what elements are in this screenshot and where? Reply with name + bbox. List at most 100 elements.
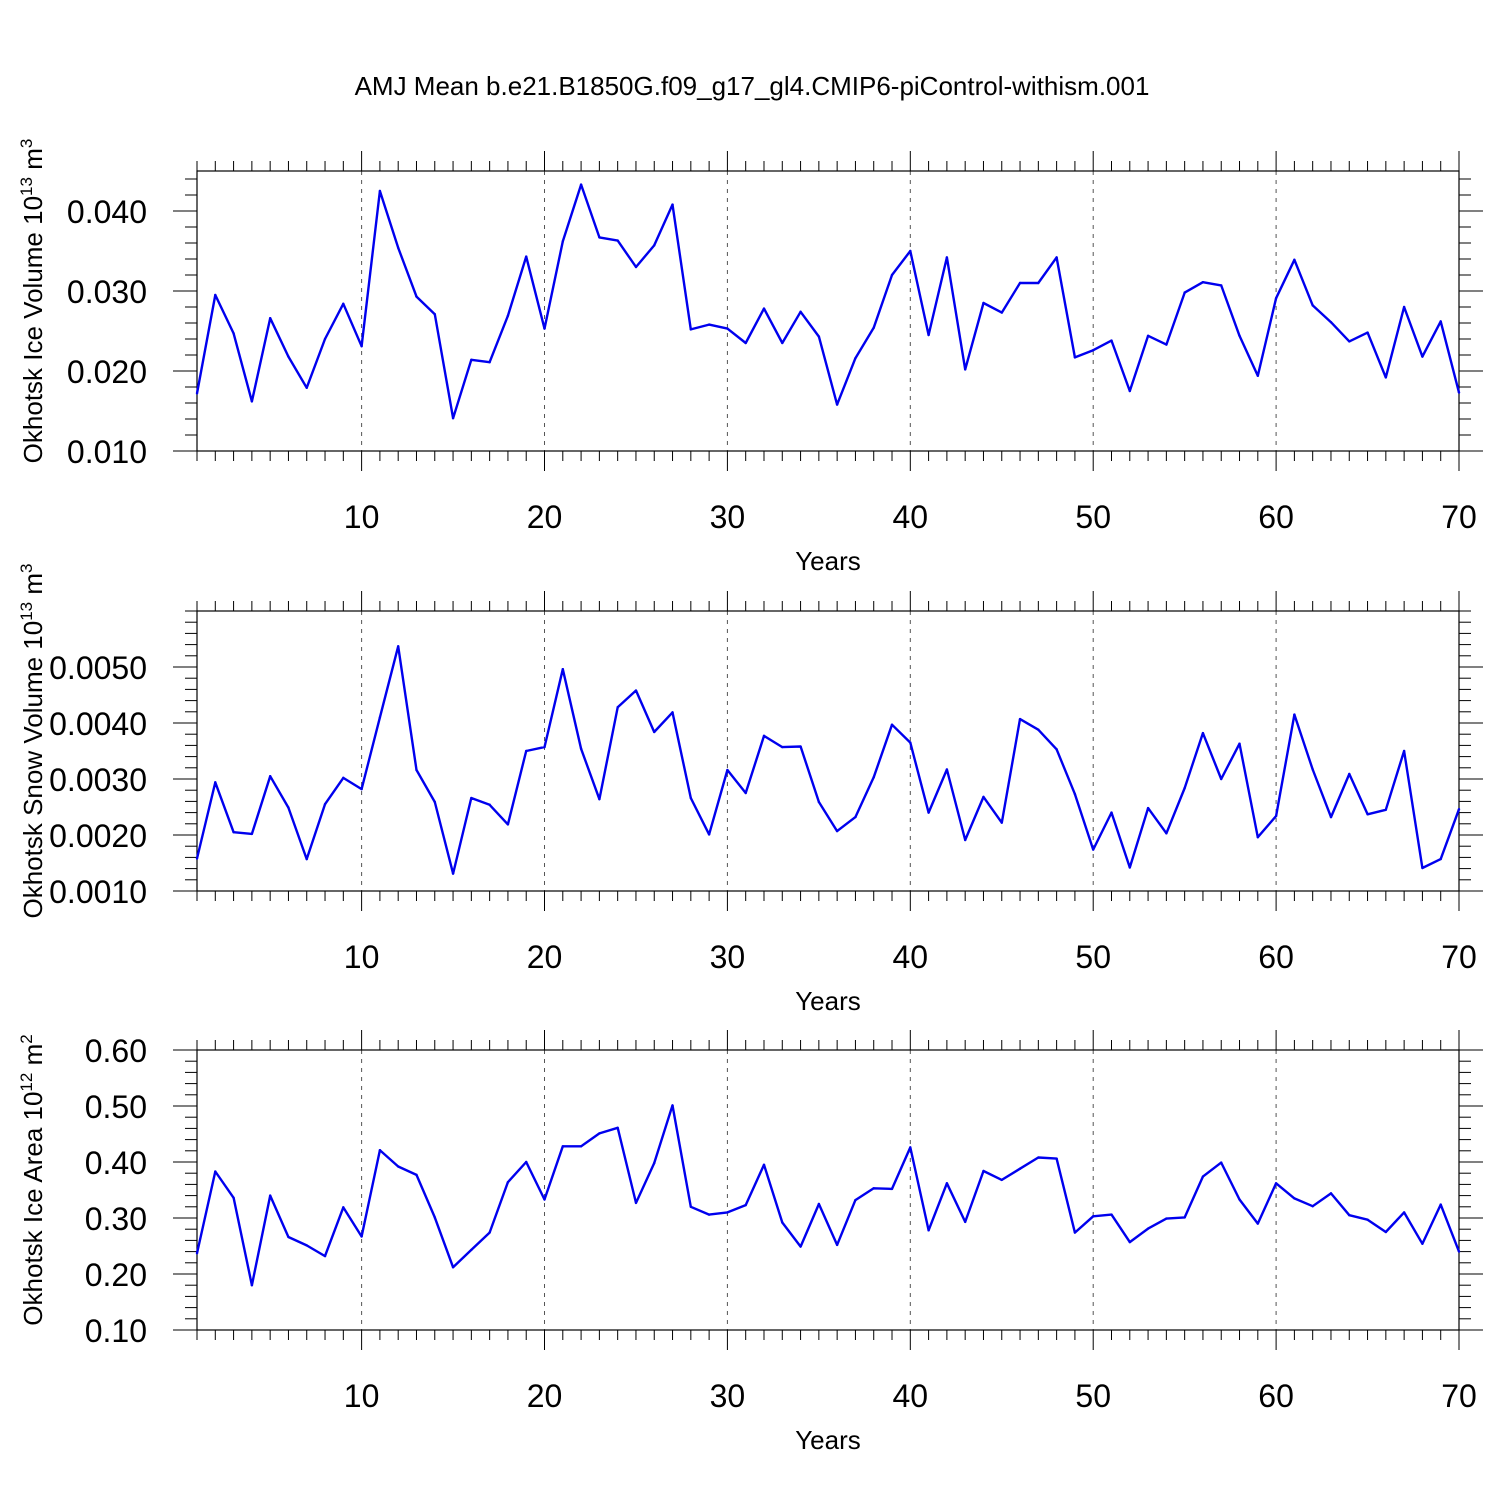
- data-point-18: [506, 314, 510, 317]
- data-point-24: [616, 1126, 619, 1130]
- data-point-2: [214, 1170, 217, 1173]
- y-tick-label-4: 0.0050: [49, 650, 147, 686]
- panels: 0.010 0.020 0.030 0.040 10 20 30 40 50 60 70 Years O…: [17, 139, 1483, 1455]
- data-point-60: [1274, 297, 1278, 300]
- data-point-66: [1384, 1230, 1388, 1234]
- x-tick-label-60: 60: [1258, 939, 1294, 975]
- y-tick-label-3: 0.040: [67, 194, 147, 230]
- data-point-13: [415, 1173, 418, 1177]
- data-point-54: [1165, 1217, 1168, 1220]
- data-point-68: [1421, 866, 1424, 870]
- data-point-20: [543, 745, 546, 749]
- data-point-16: [470, 796, 473, 800]
- data-point-6: [287, 1235, 290, 1239]
- data-point-43: [963, 838, 967, 842]
- data-point-65: [1366, 813, 1369, 816]
- data-point-22: [579, 1145, 583, 1148]
- data-point-54: [1165, 832, 1168, 835]
- data-point-52: [1128, 866, 1131, 869]
- data-point-37: [854, 1198, 857, 1202]
- data-point-50: [1092, 1215, 1095, 1218]
- data-point-44: [982, 301, 985, 305]
- data-point-27: [671, 711, 674, 714]
- data-point-43: [963, 368, 967, 371]
- data-point-27: [671, 1104, 674, 1107]
- data-point-34: [799, 1245, 802, 1248]
- data-point-14: [433, 800, 436, 804]
- data-point-46: [1018, 281, 1022, 285]
- data-point-48: [1055, 748, 1058, 751]
- data-point-24: [616, 706, 619, 709]
- data-point-10: [360, 787, 363, 791]
- data-point-33: [781, 341, 784, 345]
- data-point-11: [378, 1149, 382, 1152]
- data-point-58: [1238, 742, 1241, 745]
- data-point-22: [579, 747, 583, 750]
- data-point-31: [744, 1203, 747, 1207]
- data-point-51: [1110, 811, 1113, 814]
- data-point-53: [1146, 334, 1150, 337]
- x-tick-label-50: 50: [1075, 499, 1111, 535]
- data-point-70: [1457, 391, 1461, 394]
- series-line-1: [195, 183, 1461, 420]
- data-point-42: [945, 768, 949, 771]
- x-tick-label-40: 40: [893, 939, 929, 975]
- data-point-35: [817, 800, 821, 804]
- data-point-16: [470, 358, 473, 361]
- data-point-21: [561, 1145, 564, 1148]
- data-point-38: [872, 776, 875, 779]
- data-point-15: [451, 1266, 455, 1269]
- data-point-31: [744, 341, 747, 345]
- data-point-6: [287, 355, 290, 358]
- data-point-44: [982, 1169, 985, 1173]
- x-tick-label-40: 40: [893, 499, 929, 535]
- data-point-18: [506, 823, 510, 826]
- data-point-29: [707, 323, 711, 326]
- data-point-68: [1421, 355, 1424, 358]
- data-point-3: [232, 1196, 235, 1200]
- data-point-3: [232, 831, 235, 834]
- data-point-67: [1402, 749, 1406, 753]
- y-axis-label: Okhotsk Ice Volume 1013 m3: [17, 139, 48, 464]
- data-point-55: [1183, 786, 1186, 790]
- data-point-65: [1366, 1218, 1369, 1221]
- y-tick-label-1: 0.0020: [49, 818, 147, 854]
- data-point-26: [653, 1161, 656, 1165]
- y-tick-label-3: 0.40: [85, 1145, 147, 1181]
- data-point-30: [726, 327, 729, 330]
- data-point-42: [945, 256, 949, 259]
- data-point-36: [835, 1243, 839, 1247]
- data-point-43: [963, 1220, 967, 1224]
- x-axis-label: Years: [795, 546, 861, 576]
- data-point-35: [817, 335, 821, 338]
- data-point-45: [1000, 311, 1003, 314]
- data-point-51: [1110, 339, 1113, 342]
- x-tick-label-70: 70: [1441, 499, 1477, 535]
- figure-title: AMJ Mean b.e21.B1850G.f09_g17_gl4.CMIP6-…: [355, 71, 1150, 101]
- data-point-4: [250, 400, 254, 403]
- data-point-38: [872, 1187, 875, 1190]
- data-point-28: [689, 796, 693, 800]
- data-point-55: [1183, 1216, 1186, 1219]
- x-tick-label-20: 20: [527, 499, 563, 535]
- x-axis-label: Years: [795, 986, 861, 1016]
- data-point-49: [1073, 356, 1077, 359]
- x-tick-label-70: 70: [1441, 939, 1477, 975]
- y-tick-label-5: 0.60: [85, 1033, 147, 1069]
- y-tick-label-1: 0.20: [85, 1257, 147, 1293]
- data-point-36: [835, 403, 839, 406]
- data-point-14: [433, 1216, 436, 1219]
- y-tick-label-2: 0.30: [85, 1201, 147, 1237]
- x-tick-label-70: 70: [1441, 1378, 1477, 1414]
- data-point-19: [525, 749, 528, 753]
- data-point-45: [1000, 1178, 1003, 1182]
- chart-panel-2: 0.0010 0.0020 0.0030 0.0040 0.0050 10 20 30 40 50…: [17, 564, 1483, 1016]
- data-point-5: [268, 317, 272, 320]
- data-point-23: [598, 1132, 601, 1135]
- y-tick-label-0: 0.10: [85, 1313, 147, 1349]
- data-point-23: [598, 236, 601, 239]
- data-point-2: [214, 293, 217, 297]
- data-point-53: [1146, 806, 1150, 810]
- data-point-20: [543, 327, 546, 330]
- data-point-58: [1238, 1198, 1241, 1201]
